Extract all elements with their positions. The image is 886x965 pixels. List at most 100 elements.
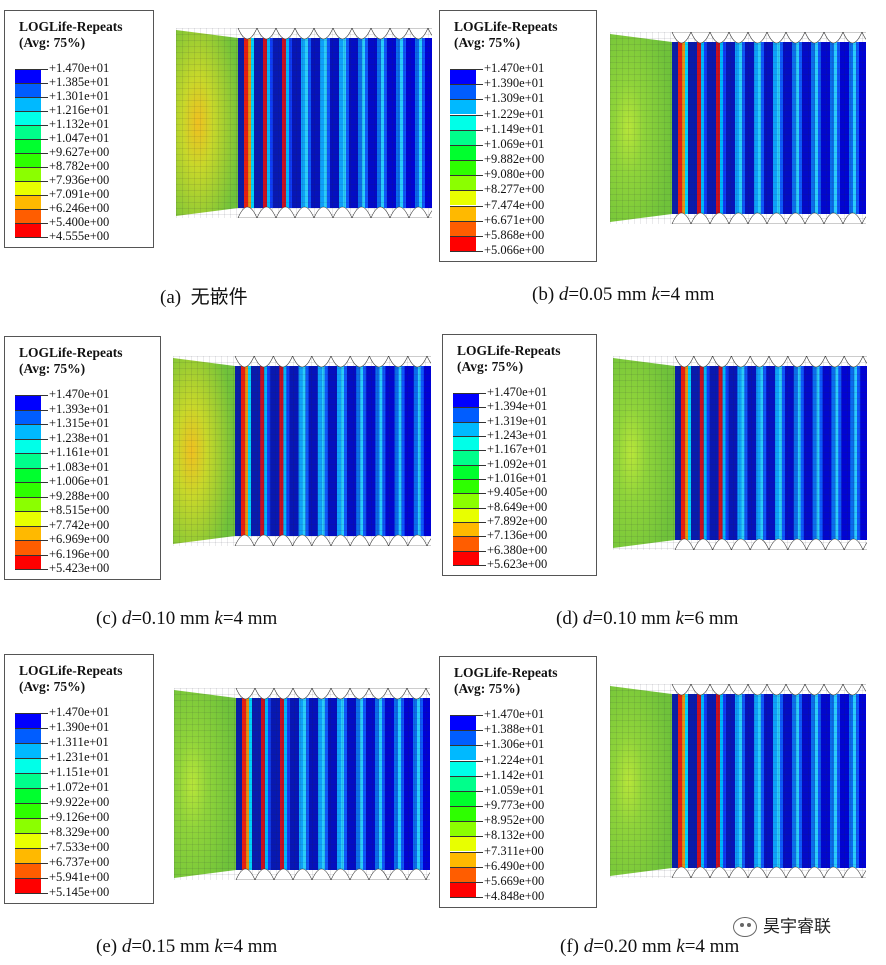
colorbar-tick-label: +8.515e+00 <box>49 503 110 517</box>
colorbar-tick-label: +1.393e+01 <box>49 401 110 416</box>
colorbar-tick-label: +1.161e+01 <box>49 445 110 459</box>
colorbar-swatch <box>15 111 41 125</box>
colorbar-swatch <box>15 525 41 540</box>
caption-k-value: =6 mm <box>683 608 739 629</box>
colorbar-tick <box>453 536 486 538</box>
colorbar-tick-label: +1.394e+01 <box>487 399 548 414</box>
colorbar-tick <box>450 175 483 177</box>
colorbar-tick-label: +1.083e+01 <box>49 459 110 474</box>
colorbar-swatch <box>15 97 41 111</box>
colorbar-swatch <box>15 438 41 453</box>
colorbar-tick-label: +7.474e+00 <box>484 197 545 212</box>
caption-k-symbol: k <box>214 936 223 957</box>
colorbar-swatch <box>15 424 41 439</box>
colorbar-tick <box>15 540 48 541</box>
colorbar-tick-label: +1.470e+01 <box>49 61 110 75</box>
colorbar-swatch <box>450 790 476 806</box>
colorbar-tick-label: +1.047e+01 <box>49 131 110 145</box>
colorbar-tick <box>15 167 48 168</box>
model-edge <box>867 356 873 550</box>
colorbar-tick-label: +7.311e+00 <box>484 843 544 858</box>
caption-d-symbol: d <box>558 284 569 305</box>
colorbar-tick <box>15 83 48 84</box>
thread-profile-bottom <box>674 538 873 550</box>
colorbar-tick-label: +1.059e+01 <box>484 782 545 797</box>
colorbar-tick <box>450 806 483 807</box>
colorbar-tick-label: +6.380e+00 <box>487 542 548 557</box>
colorbar-tick-label: +9.126e+00 <box>49 810 110 824</box>
colorbar-swatch <box>15 848 41 863</box>
colorbar-tick-label: +5.868e+00 <box>484 227 545 242</box>
caption-label: (b) <box>532 284 559 305</box>
colorbar-swatch <box>450 851 476 867</box>
colorbar-tick <box>453 507 486 509</box>
colorbar-tick-label: +1.016e+01 <box>487 471 548 485</box>
colorbar-tick <box>450 69 483 70</box>
legend: LOGLife-Repeats (Avg: 75%) +1.470e+01 +1.39… <box>4 336 161 580</box>
legend-title: LOGLife-Repeats (Avg: 75%) <box>454 665 558 697</box>
colorbar-tick-label: +5.423e+00 <box>49 561 110 575</box>
colorbar-tick-label: +5.941e+00 <box>49 870 110 884</box>
colorbar-swatch <box>15 863 41 878</box>
colorbar-swatch <box>450 69 476 85</box>
legend-title: LOGLife-Repeats (Avg: 75%) <box>457 343 561 375</box>
colorbar-tick <box>450 821 483 823</box>
colorbar-swatch <box>453 493 479 508</box>
legend-title-text: LOGLife-Repeats <box>457 343 561 358</box>
colorbar-tick-label: +1.470e+01 <box>487 385 548 399</box>
colorbar-tick <box>15 438 48 440</box>
colorbar-tick <box>15 467 48 469</box>
colorbar-tick-label: +9.773e+00 <box>484 798 545 812</box>
colorbar-tick <box>15 511 48 512</box>
legend-subtitle: (Avg: 75%) <box>19 361 86 376</box>
colorbar-tick <box>450 866 483 868</box>
thread-profile-bottom <box>671 212 872 224</box>
panel-caption: (d) d=0.10 mm k=6 mm <box>556 608 738 630</box>
colorbar-tick <box>15 181 48 182</box>
colorbar-tick-label: +8.782e+00 <box>49 159 110 173</box>
legend-title: LOGLife-Repeats (Avg: 75%) <box>454 19 558 51</box>
colorbar-tick <box>15 743 48 744</box>
colorbar-tick <box>450 205 483 207</box>
colorbar-swatch <box>450 760 476 776</box>
colorbar-swatch <box>450 144 476 160</box>
colorbar-swatch <box>15 540 41 555</box>
colorbar-tick <box>15 395 48 396</box>
colorbar-tick-label: +1.167e+01 <box>487 442 548 457</box>
colorbar-swatch <box>15 181 41 195</box>
thread-profile-bottom <box>235 868 436 880</box>
panel-caption: (b) d=0.05 mm k=4 mm <box>532 284 714 306</box>
caption-d-value: =0.05 mm <box>568 284 652 305</box>
colorbar-tick <box>450 881 483 883</box>
colorbar-swatch <box>15 743 41 758</box>
colorbar-tick <box>15 728 48 729</box>
colorbar-tick <box>450 730 483 732</box>
colorbar-swatch <box>450 84 476 100</box>
colorbar-tick-label: +9.922e+00 <box>49 795 110 809</box>
colorbar-tick <box>15 833 48 834</box>
caption-d-value: =0.20 mm <box>593 936 677 957</box>
colorbar-swatch <box>15 195 41 209</box>
colorbar-tick-label: +6.737e+00 <box>49 855 110 869</box>
colorbar-swatch <box>450 730 476 746</box>
colorbar-tick <box>15 111 48 112</box>
colorbar-swatch <box>15 409 41 424</box>
legend: LOGLife-Repeats (Avg: 75%) +1.470e+01 +1.38… <box>439 656 597 908</box>
thread-profile-top <box>234 356 437 368</box>
legend-title: LOGLife-Repeats (Avg: 75%) <box>19 19 123 51</box>
fatigue-life-contour-model <box>610 32 872 224</box>
legend-title-text: LOGLife-Repeats <box>454 665 558 680</box>
colorbar-tick-label: +4.848e+00 <box>484 889 545 903</box>
colorbar-tick-label: +1.151e+01 <box>49 765 110 779</box>
colorbar-tick-label: +9.627e+00 <box>49 145 110 159</box>
colorbar-tick <box>15 878 48 879</box>
legend-subtitle: (Avg: 75%) <box>454 681 521 696</box>
colorbar-tick <box>453 522 486 523</box>
model-edge <box>432 28 438 218</box>
colorbar-tick <box>15 758 48 759</box>
caption-d-symbol: d <box>582 608 593 629</box>
colorbar-tick-label: +6.490e+00 <box>484 858 545 873</box>
colorbar-tick <box>450 775 483 777</box>
watermark: 昊宇睿联 <box>733 912 831 937</box>
colorbar-swatch <box>15 818 41 833</box>
